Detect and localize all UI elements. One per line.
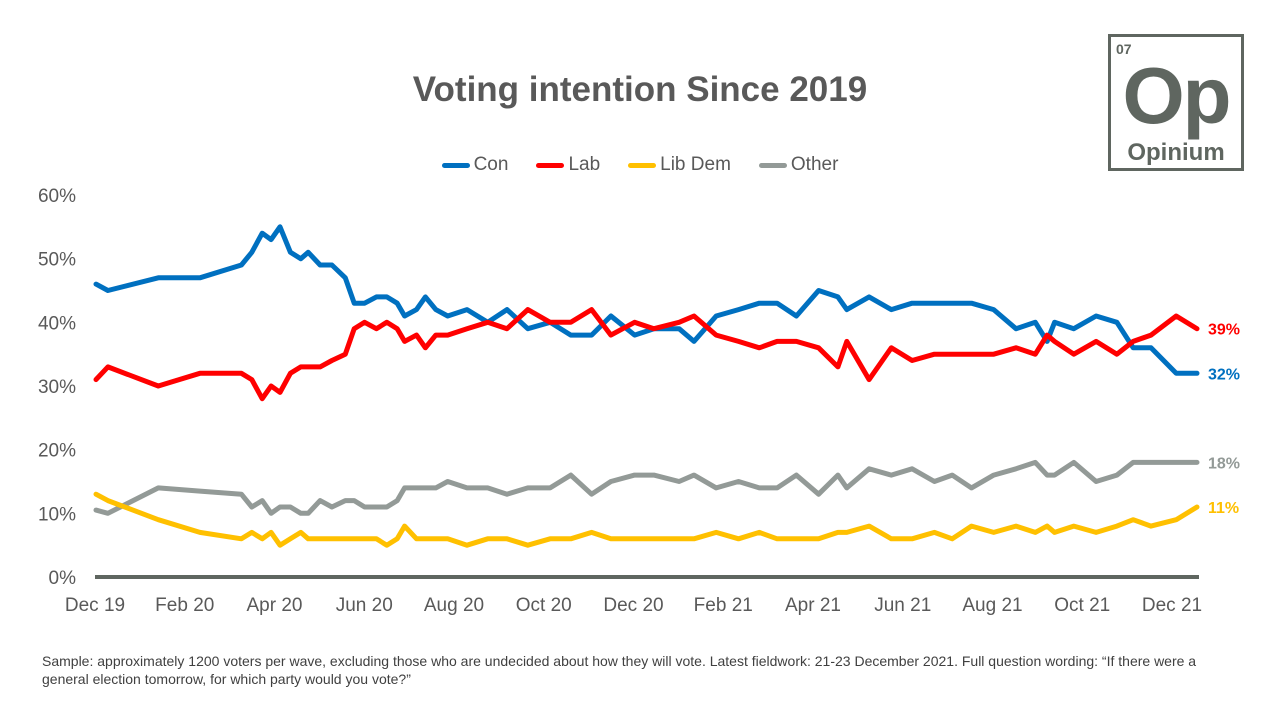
x-tick-label: Feb 21 [694, 595, 753, 616]
y-tick-label: 20% [38, 441, 76, 462]
legend-swatch [536, 162, 565, 168]
x-tick-label: Oct 20 [516, 595, 572, 616]
x-tick-label: Aug 21 [962, 595, 1022, 616]
y-tick-label: 40% [38, 313, 76, 334]
chart-title: Voting intention Since 2019 [412, 70, 868, 109]
end-data-label: 18% [1208, 455, 1240, 472]
x-tick-label: Oct 21 [1054, 595, 1110, 616]
x-tick-label: Dec 19 [65, 595, 125, 616]
legend-label: Lab [568, 154, 601, 175]
x-tick-label: Aug 20 [424, 595, 484, 616]
logo-number: 07 [1116, 41, 1132, 57]
legend-swatch [441, 162, 470, 168]
x-tick-label: Dec 21 [1142, 595, 1202, 616]
legend-item-other: Other [758, 154, 839, 176]
footnote: Sample: approximately 1200 voters per wa… [42, 653, 1197, 687]
series-line-con [93, 224, 1200, 376]
logo-symbol: Op [1122, 51, 1231, 140]
x-tick-label: Jun 20 [336, 595, 393, 616]
y-tick-label: 10% [38, 504, 76, 525]
legend-item-lab: Lab [536, 154, 600, 176]
x-tick-label: Jun 21 [874, 595, 931, 616]
series-line-lab [93, 307, 1200, 402]
end-data-label: 11% [1208, 500, 1239, 517]
y-tick-label: 0% [49, 568, 77, 589]
end-data-label: 32% [1208, 366, 1240, 383]
legend-label: Con [473, 154, 509, 175]
logo-name: Opinium [1127, 139, 1225, 166]
x-tick-label: Feb 20 [155, 595, 214, 616]
legend-label: Other [790, 154, 839, 175]
series-line-other [93, 459, 1200, 516]
end-data-label: 39% [1208, 322, 1240, 339]
legend: Con Lab Lib Dem Other [0, 154, 1280, 176]
legend-swatch [758, 162, 787, 168]
x-tick-label: Dec 20 [603, 595, 663, 616]
legend-label: Lib Dem [660, 154, 731, 175]
opinium-logo: 07 Op Opinium [1108, 34, 1244, 171]
y-tick-label: 60% [38, 186, 76, 207]
series-line-lib-dem [93, 491, 1200, 548]
x-tick-label: Apr 20 [247, 595, 303, 616]
x-tick-label: Apr 21 [785, 595, 841, 616]
legend-item-con: Con [441, 154, 509, 176]
y-tick-label: 50% [38, 250, 76, 271]
y-tick-label: 30% [38, 377, 76, 398]
legend-item-libdem: Lib Dem [628, 154, 731, 176]
legend-swatch [628, 162, 657, 168]
